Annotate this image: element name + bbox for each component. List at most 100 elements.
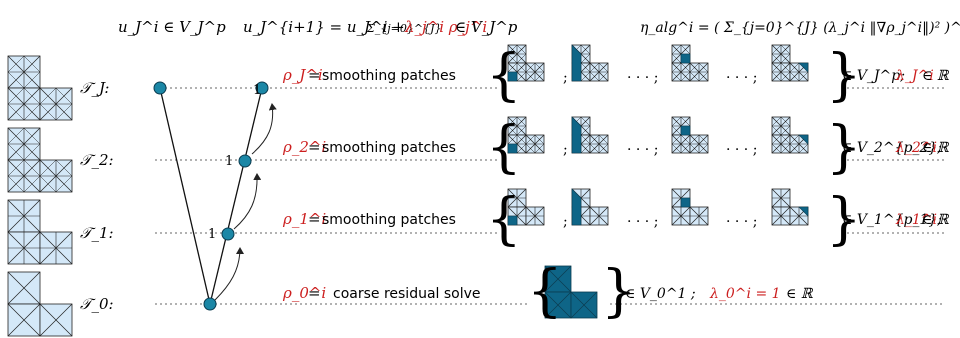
space-level-2: ∈ V_2^{p_2}; — [842, 140, 942, 156]
brace-open-level-1: { — [486, 187, 522, 252]
lambda-level-2: λ_2^i — [895, 140, 937, 156]
rho-level-0: ρ_0^i — [282, 284, 326, 302]
node-label-level-J: 1 — [253, 83, 261, 98]
rho-level-J: ρ_J^i — [282, 66, 323, 84]
patch-level-J-2 — [571, 44, 609, 82]
header-update-sum: Σ_{j=0}^{J} — [366, 22, 442, 35]
header-update-correction: λ_j^i ρ_j^i — [404, 18, 487, 36]
patch-level-2-3 — [671, 116, 709, 154]
patch-level-1-2 — [571, 188, 609, 226]
space-level-0: ∈ V_0^1 ; — [625, 286, 696, 302]
lambda-level-J: λ_J^i — [895, 68, 934, 84]
sep-1-3: · · · ; — [726, 214, 757, 230]
node-label-level-2: 1 — [225, 154, 233, 169]
mesh-labels: 𝒯_J: 𝒯_2: 𝒯_1: 𝒯_0: — [80, 79, 114, 313]
mesh-label-level-J: 𝒯_J: — [80, 79, 109, 97]
header-current-iterate: u_J^i ∈ V_J^p — [118, 18, 226, 36]
brace-close-level-1: } — [826, 187, 862, 252]
patch-sets — [507, 44, 809, 319]
v-cycle-node-coarse — [203, 297, 217, 311]
sep-2-1: ; — [563, 142, 568, 158]
rho-level-1: ρ_1^i — [282, 210, 326, 228]
text-level-0: coarse residual solve — [333, 286, 481, 302]
patch-level-1-1 — [507, 188, 545, 226]
sep-1-1: ; — [563, 214, 568, 230]
patch-level-J-2-support — [571, 44, 582, 82]
v-cycle: 1 1 1 — [153, 81, 277, 311]
equals-level-1: = — [308, 210, 321, 228]
patch-separators: ; · · · ; · · · ; ; · · · ; · · · ; ; · … — [563, 70, 757, 230]
header-error-estimator: η_alg^i = ( Σ_{j=0}^{J} (λ_j^i ‖∇ρ_j^i‖)… — [640, 20, 960, 36]
brace-open-level-2: { — [486, 115, 522, 180]
correction-rows: ρ_J^i = smoothing patches ρ_2^i = smooth… — [282, 66, 481, 302]
mesh-level-J — [7, 55, 73, 121]
v-cycle-node-level-J — [255, 81, 269, 95]
v-cycle-descent-line — [159, 87, 211, 305]
patch-level-J-3 — [671, 44, 709, 82]
patch-level-J-4-support — [798, 62, 809, 73]
lambda-tail-level-1: ∈ ℝ — [922, 212, 950, 228]
lambda-tail-level-J: ∈ ℝ — [922, 68, 950, 84]
mesh-level-0 — [7, 271, 73, 337]
patch-level-1-4-support — [798, 206, 809, 217]
brace-open-level-0: { — [527, 259, 563, 324]
space-labels: ∈ V_J^p; λ_J^i ∈ ℝ ∈ V_2^{p_2}; λ_2^i ∈ … — [625, 68, 950, 302]
patch-level-0 — [544, 265, 598, 319]
braces: { } { } { } { } — [486, 43, 862, 324]
patch-level-2-1-support — [507, 143, 518, 154]
patch-level-1-1-support — [507, 215, 518, 226]
level-meshes — [7, 55, 73, 337]
header: u_J^i ∈ V_J^p u_J^{i+1} = u_J^i + Σ_{j=0… — [118, 18, 960, 36]
brace-close-level-J: } — [826, 43, 862, 108]
lambda-tail-level-2: ∈ ℝ — [922, 140, 950, 156]
v-cycle-node-level-1 — [221, 227, 235, 241]
patch-level-1-2-support — [571, 188, 582, 226]
text-level-1: smoothing patches — [322, 212, 456, 228]
sep-J-2: · · · ; — [627, 70, 658, 86]
sep-2-2: · · · ; — [627, 142, 658, 158]
lambda-level-0: λ_0^i = 1 — [709, 286, 781, 302]
mesh-level-2 — [7, 127, 73, 193]
brace-close-level-2: } — [826, 115, 862, 180]
mesh-label-level-2: 𝒯_2: — [80, 151, 114, 169]
brace-open-level-J: { — [486, 43, 522, 108]
v-cycle-ascent-line — [209, 87, 263, 305]
equals-level-J: = — [308, 66, 321, 84]
patch-level-2-1 — [507, 116, 545, 154]
text-level-J: smoothing patches — [322, 68, 456, 84]
patch-level-2-2-support — [571, 116, 582, 154]
sep-1-2: · · · ; — [627, 214, 658, 230]
patch-level-J-4 — [771, 44, 809, 82]
space-level-1: ∈ V_1^{p_1}; — [842, 212, 942, 228]
patch-level-2-4 — [771, 116, 809, 154]
arrow-level-1-to-2 — [233, 173, 262, 230]
patch-level-2-2 — [571, 116, 609, 154]
patch-level-2-4-support — [798, 134, 809, 145]
mesh-level-1 — [7, 199, 73, 265]
level-guides — [155, 87, 945, 305]
header-update-left: u_J^{i+1} = u_J^i + — [243, 18, 405, 36]
v-cycle-node-start — [153, 81, 167, 95]
patch-level-1-3 — [671, 188, 709, 226]
sep-J-1: ; — [563, 70, 568, 86]
brace-close-level-0: } — [601, 259, 637, 324]
arrow-level-2-to-J — [251, 103, 277, 155]
rho-level-2: ρ_2^i — [282, 138, 326, 156]
arrow-level-0-to-1 — [214, 247, 244, 301]
equals-level-2: = — [308, 138, 321, 156]
patch-level-J-1 — [507, 44, 545, 82]
mesh-label-level-0: 𝒯_0: — [80, 295, 114, 313]
sep-J-3: · · · ; — [726, 70, 757, 86]
lambda-tail-level-0: ∈ ℝ — [786, 286, 814, 302]
text-level-2: smoothing patches — [322, 140, 456, 156]
node-label-level-1: 1 — [208, 227, 216, 242]
mesh-label-level-1: 𝒯_1: — [80, 224, 114, 242]
patch-level-J-1-support — [507, 71, 518, 82]
space-level-J: ∈ V_J^p; — [842, 68, 905, 84]
patch-level-2-3-support — [680, 125, 691, 136]
lambda-level-1: λ_1^i — [895, 212, 937, 228]
equals-level-0: = — [308, 284, 321, 302]
patch-level-1-4 — [771, 188, 809, 226]
patch-level-J-3-support — [680, 53, 691, 64]
